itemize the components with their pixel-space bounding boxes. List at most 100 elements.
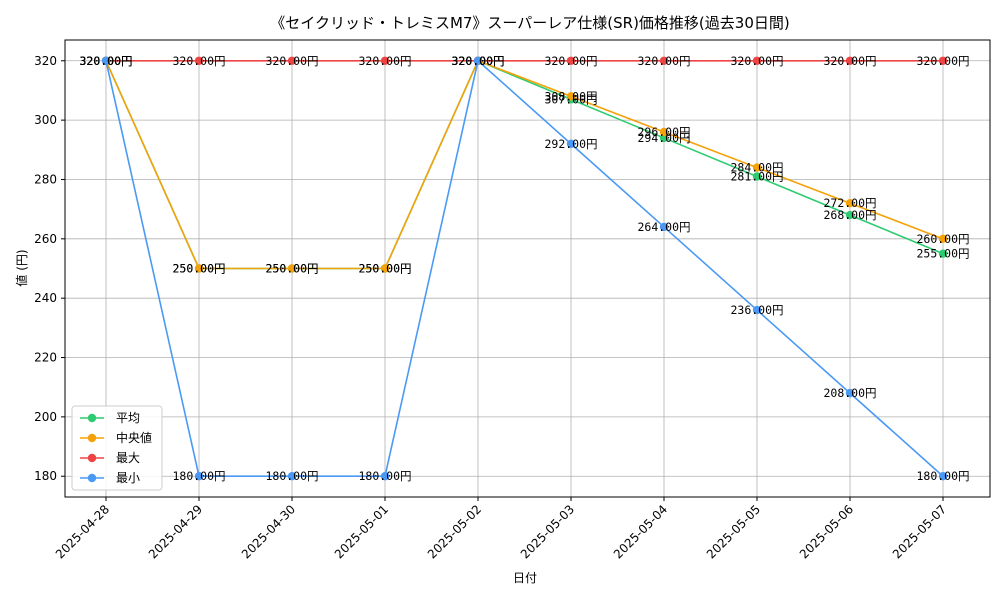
point-3-2	[287, 472, 297, 481]
data-label-2-9: 320.00円	[916, 54, 969, 68]
x-tick-label-5: 2025-05-03	[518, 502, 577, 561]
point-0-7	[752, 172, 762, 181]
data-label-1-3: 250.00円	[358, 262, 411, 276]
point-3-7	[752, 305, 762, 315]
point-3-8	[845, 388, 855, 398]
point-2-7	[752, 56, 762, 65]
point-2-6	[659, 56, 669, 65]
data-label-3-8: 208.00円	[823, 386, 876, 400]
data-label-1-7: 284.00円	[730, 161, 783, 175]
x-tick-label-0: 2025-04-28	[53, 502, 112, 561]
grid	[65, 40, 990, 497]
x-tick-label-9: 2025-05-07	[890, 502, 949, 561]
y-tick-label-1: 200	[34, 410, 57, 424]
point-2-5	[566, 56, 576, 65]
point-2-1	[194, 56, 204, 65]
data-label-3-2: 180.00円	[265, 469, 318, 483]
data-label-0-4: 320.00円	[451, 54, 504, 68]
legend-label-1: 中央値	[116, 430, 152, 445]
data-label-3-6: 264.00円	[637, 220, 690, 234]
data-label-0-8: 268.00円	[823, 208, 876, 222]
data-label-1-1: 250.00円	[172, 262, 225, 276]
data-label-1-6: 296.00円	[637, 125, 690, 139]
y-tick-label-5: 280	[34, 172, 57, 186]
x-tick-label-1: 2025-04-29	[146, 502, 205, 561]
data-label-2-7: 320.00円	[730, 54, 783, 68]
point-3-6	[659, 222, 669, 232]
data-label-3-9: 180.00円	[916, 469, 969, 483]
point-3-9	[938, 472, 948, 481]
series-line-1	[105, 59, 944, 270]
x-tick-label-7: 2025-05-05	[704, 502, 763, 561]
data-label-3-1: 180.00円	[172, 469, 225, 483]
data-label-0-9: 255.00円	[916, 247, 969, 261]
y-tick-label-2: 220	[34, 351, 57, 365]
legend-label-2: 最大	[116, 451, 140, 465]
x-tick-label-6: 2025-05-04	[611, 502, 670, 561]
x-tick-label-4: 2025-05-02	[425, 502, 484, 561]
plot-frame	[64, 39, 991, 498]
data-label-3-3: 180.00円	[358, 469, 411, 483]
y-tick-label-4: 260	[34, 232, 57, 246]
point-1-3	[380, 264, 390, 273]
x-tick-label-8: 2025-05-06	[797, 502, 856, 561]
data-label-1-9: 260.00円	[916, 232, 969, 246]
data-label-2-1: 320.00円	[172, 54, 225, 68]
data-label-0-0: 320.00円	[79, 54, 132, 68]
y-tick-label-6: 300	[34, 113, 57, 127]
legend-marker-0	[87, 413, 97, 423]
point-0-6	[659, 133, 669, 143]
point-3-0	[101, 56, 111, 65]
legend-label-0: 平均	[116, 411, 140, 425]
point-2-8	[845, 56, 855, 65]
legend-marker-1	[87, 433, 97, 443]
data-labels: 320.00円 250.00円 250.00円 250.00円 320.00円 307.0…	[79, 54, 969, 483]
data-label-2-5: 320.00円	[544, 54, 597, 68]
x-tick-label-3: 2025-05-01	[332, 502, 391, 561]
data-label-0-6: 294.00円	[637, 131, 690, 145]
point-1-1	[194, 264, 204, 273]
point-3-1	[194, 472, 204, 481]
point-3-3	[380, 472, 390, 481]
data-label-0-1: 250.00円	[172, 262, 225, 276]
point-0-8	[845, 210, 855, 220]
point-2-9	[938, 56, 948, 65]
data-label-3-5: 292.00円	[544, 137, 597, 151]
point-1-2	[287, 264, 297, 273]
data-label-0-7: 281.00円	[730, 170, 783, 184]
point-3-5	[566, 139, 576, 149]
point-1-8	[845, 199, 855, 208]
point-3-4	[473, 56, 483, 65]
data-label-1-2: 250.00円	[265, 262, 318, 276]
legend-box	[71, 405, 163, 491]
point-1-7	[752, 163, 762, 172]
y-tick-label-3: 240	[34, 291, 57, 305]
x-axis-label: 日付	[513, 571, 537, 585]
data-label-2-0: 320.00円	[79, 54, 132, 68]
x-tick-label-2: 2025-04-30	[239, 502, 298, 561]
legend-label-3: 最小	[116, 471, 140, 485]
point-0-9	[938, 249, 948, 258]
data-label-2-2: 320.00円	[265, 54, 318, 68]
data-label-1-0: 320.00円	[79, 54, 132, 68]
point-1-6	[659, 127, 669, 137]
point-1-5	[566, 92, 576, 101]
y-axis-label: 値 (円)	[14, 249, 29, 286]
y-tick-label-0: 180	[34, 469, 57, 483]
legend-marker-3	[87, 473, 97, 483]
data-label-2-4: 320.00円	[451, 54, 504, 68]
data-label-2-6: 320.00円	[637, 54, 690, 68]
data-label-2-8: 320.00円	[823, 54, 876, 68]
legend-marker-2	[87, 453, 97, 463]
series-line-3	[105, 59, 944, 478]
series	[101, 56, 948, 481]
data-label-2-3: 320.00円	[358, 54, 411, 68]
data-label-1-4: 320.00円	[451, 54, 504, 68]
data-label-3-0: 320.00円	[79, 54, 132, 68]
data-label-0-2: 250.00円	[265, 262, 318, 276]
y-tick-label-7: 320	[34, 54, 57, 68]
data-label-3-4: 320.00円	[451, 54, 504, 68]
